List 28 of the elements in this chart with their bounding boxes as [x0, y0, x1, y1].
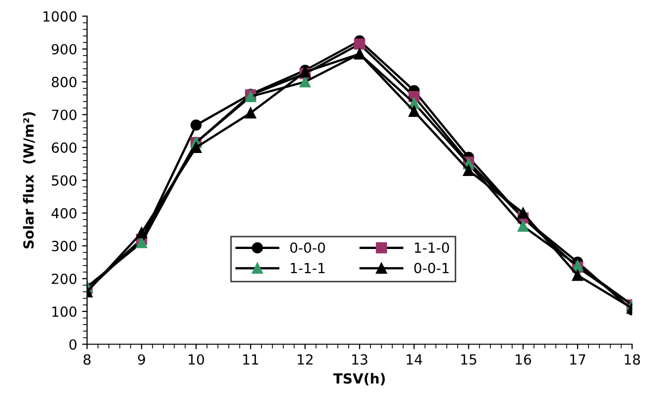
x-tick-label: 9 — [138, 354, 146, 365]
legend-label: 1-1-0 — [414, 242, 449, 253]
x-tick-label: 18 — [624, 354, 640, 365]
legend-label: 1-1-1 — [290, 262, 325, 274]
y-tick-label: 900 — [52, 44, 76, 54]
y-tick-label: 200 — [52, 274, 76, 284]
legend-label: 0-0-1 — [414, 262, 449, 274]
y-tick-label: 500 — [52, 175, 76, 186]
y-tick-label: 400 — [52, 208, 76, 219]
y-tick-label: 0 — [69, 339, 76, 350]
y-tick-label: 1000 — [44, 11, 76, 22]
legend-label: 0-0-0 — [290, 242, 325, 253]
y-tick-label: 300 — [52, 240, 76, 252]
y-tick-label: 700 — [52, 110, 76, 120]
x-tick-label: 14 — [406, 354, 422, 365]
y-tick-label: 100 — [52, 306, 76, 317]
y-tick-label: 600 — [52, 142, 76, 153]
x-tick-label: 8 — [84, 354, 91, 365]
x-axis-title: TSV(h) — [333, 372, 385, 386]
x-tick-label: 17 — [570, 354, 586, 365]
x-tick-label: 13 — [352, 354, 368, 365]
x-tick-label: 12 — [298, 354, 313, 365]
y-axis-title: Solar flux (W/m²) — [23, 112, 36, 248]
y-tick-label: 800 — [52, 76, 76, 88]
x-tick-label: 16 — [516, 354, 532, 365]
x-tick-label: 10 — [188, 354, 204, 365]
x-tick-label: 11 — [243, 354, 258, 365]
x-tick-label: 15 — [461, 354, 476, 365]
